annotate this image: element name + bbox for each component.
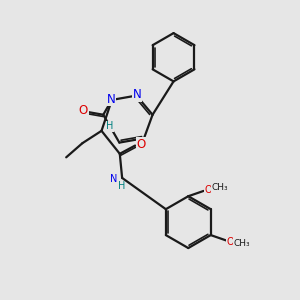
Text: N: N bbox=[107, 93, 116, 106]
Text: O: O bbox=[136, 138, 146, 151]
Text: N: N bbox=[133, 88, 141, 101]
Text: O: O bbox=[205, 185, 212, 195]
Text: H: H bbox=[118, 181, 125, 191]
Text: CH₃: CH₃ bbox=[234, 239, 250, 248]
Text: N: N bbox=[110, 174, 118, 184]
Text: H: H bbox=[106, 122, 113, 131]
Text: CH₃: CH₃ bbox=[212, 184, 228, 193]
Text: O: O bbox=[227, 237, 235, 247]
Text: O: O bbox=[79, 104, 88, 117]
